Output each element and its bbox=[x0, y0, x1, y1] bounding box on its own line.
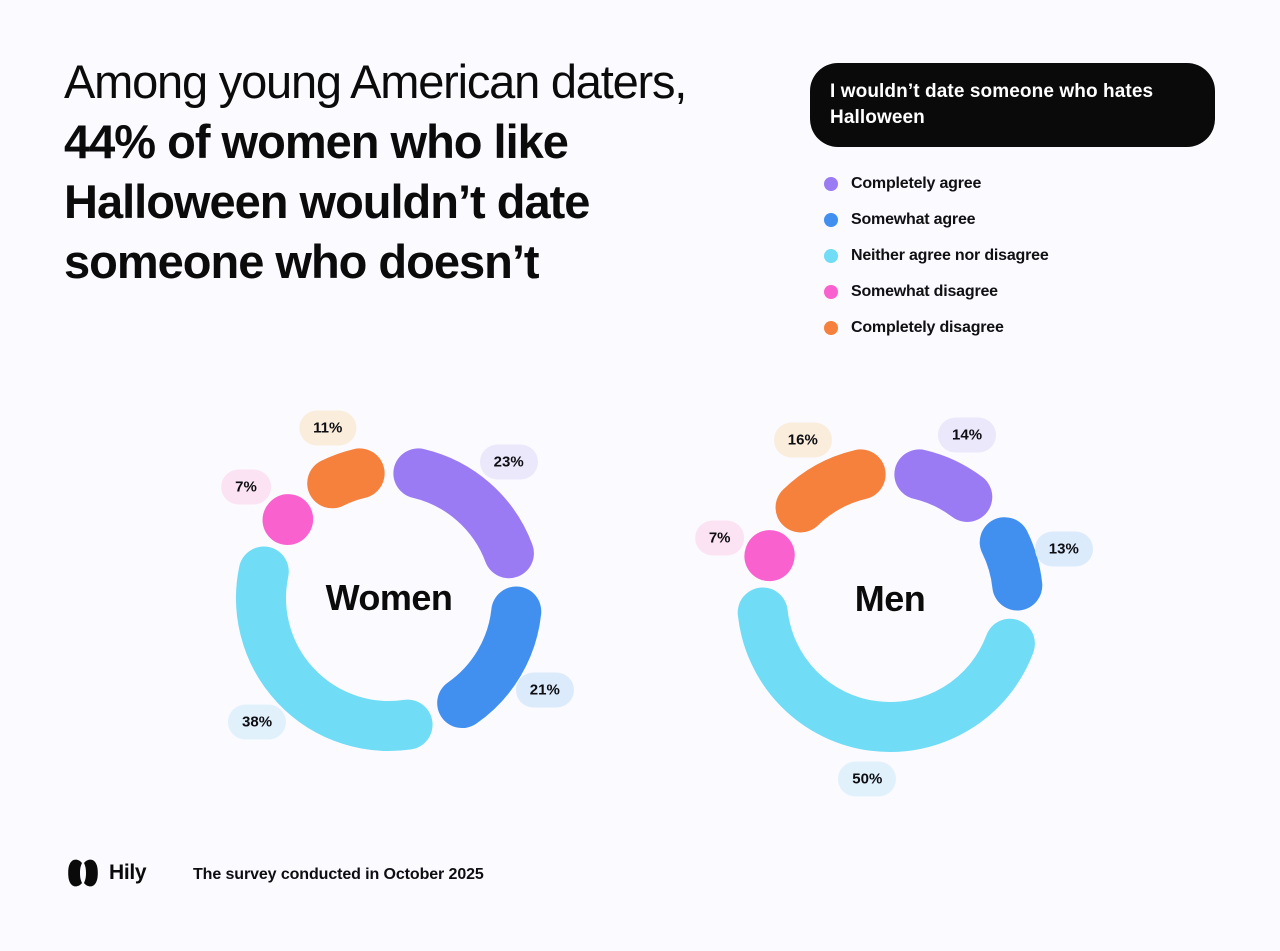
percent-badge-neither-agree-nor-disagree: 50% bbox=[838, 761, 897, 797]
percent-badge-completely-disagree: 11% bbox=[299, 410, 357, 446]
percent-badge-somewhat-agree: 21% bbox=[515, 672, 574, 708]
legend-label: Completely disagree bbox=[851, 319, 1004, 336]
donut-segment-somewhat-agree bbox=[979, 517, 1043, 611]
title-line-stat-3: someone who doesn’t bbox=[64, 235, 540, 288]
title-line-stat-1: 44% of women who like bbox=[64, 115, 569, 168]
legend-item: Somewhat agree bbox=[824, 202, 1049, 238]
legend-item: Neither agree nor disagree bbox=[824, 238, 1049, 274]
brand-name: Hily bbox=[109, 861, 147, 884]
donut-segment-somewhat-disagree bbox=[262, 494, 314, 545]
donut-segment-completely-disagree bbox=[775, 449, 886, 533]
title-block: Among young American daters, 44% of wome… bbox=[64, 52, 687, 292]
statement-pill: I wouldn’t date someone who hates Hallow… bbox=[810, 63, 1215, 147]
legend-item: Completely agree bbox=[824, 166, 1049, 202]
legend-label: Somewhat disagree bbox=[851, 283, 998, 300]
donut-segment-somewhat-agree bbox=[437, 586, 542, 729]
statement-pill-text: I wouldn’t date someone who hates Hallow… bbox=[830, 81, 1154, 128]
women-donut-center-label: Women bbox=[325, 577, 453, 618]
donut-segment-neither-agree-nor-disagree bbox=[236, 546, 433, 751]
title-line-stat-2: Halloween wouldn’t date bbox=[64, 175, 590, 228]
donut-segment-neither-agree-nor-disagree bbox=[737, 587, 1035, 752]
legend-label: Neither agree nor disagree bbox=[851, 247, 1049, 264]
legend-dot-icon bbox=[824, 213, 838, 227]
men-donut-chart: Men 14% 13% 50% 7% 16% bbox=[680, 389, 1100, 809]
legend: Completely agree Somewhat agree Neither ag… bbox=[824, 166, 1049, 346]
women-donut-chart: Women 23% 21% 38% 7% 11% bbox=[179, 388, 599, 808]
percent-badge-neither-agree-nor-disagree: 38% bbox=[228, 704, 287, 740]
legend-label: Somewhat agree bbox=[851, 211, 976, 228]
legend-item: Completely disagree bbox=[824, 310, 1049, 346]
legend-dot-icon bbox=[824, 321, 838, 335]
donut-segment-completely-disagree bbox=[307, 448, 385, 509]
percent-badge-completely-agree: 23% bbox=[479, 444, 538, 480]
percent-badge-completely-agree: 14% bbox=[938, 417, 997, 453]
percent-badge-completely-disagree: 16% bbox=[773, 422, 832, 458]
title-line-intro: Among young American daters, bbox=[64, 55, 687, 108]
men-donut-center-label: Men bbox=[854, 578, 926, 619]
legend-dot-icon bbox=[824, 249, 838, 263]
percent-badge-somewhat-agree: 13% bbox=[1034, 531, 1093, 566]
percent-badge-somewhat-disagree: 7% bbox=[221, 469, 271, 505]
legend-label: Completely agree bbox=[851, 175, 982, 192]
donut-segment-completely-agree bbox=[894, 449, 993, 522]
survey-note: The survey conducted in October 2025 bbox=[193, 866, 484, 883]
brand: Hily bbox=[66, 858, 147, 888]
percent-badge-somewhat-disagree: 7% bbox=[694, 520, 745, 556]
donut-segment-completely-agree bbox=[393, 448, 534, 579]
hily-logo-icon bbox=[68, 859, 98, 887]
legend-dot-icon bbox=[824, 177, 838, 191]
legend-item: Somewhat disagree bbox=[824, 274, 1049, 310]
legend-dot-icon bbox=[824, 285, 838, 299]
